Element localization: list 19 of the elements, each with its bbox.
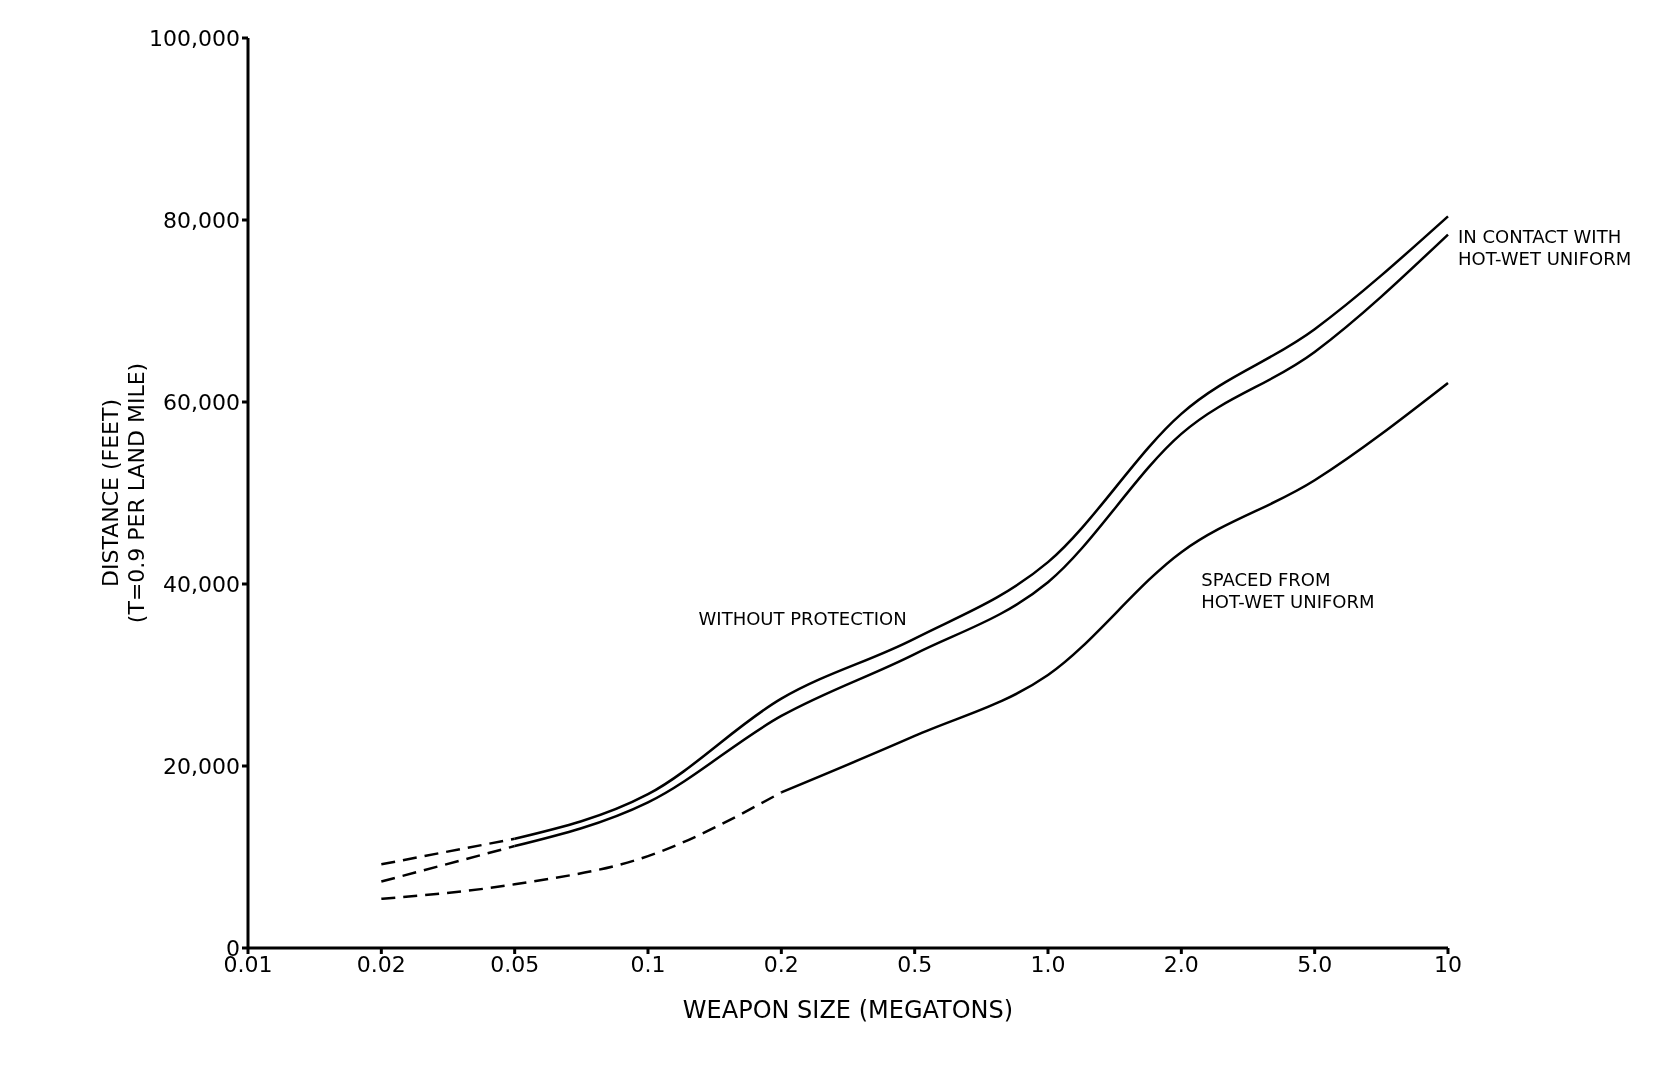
- y-tick-label: 80,000: [163, 207, 240, 233]
- x-axis-title: WEAPON SIZE (MEGATONS): [682, 996, 1014, 1024]
- x-tick-label: 10: [1434, 951, 1462, 977]
- series-label: SPACED FROM HOT-WET UNIFORM: [1201, 569, 1375, 613]
- x-tick-label: 1.0: [1030, 951, 1066, 977]
- x-tick-label: 0.1: [630, 951, 666, 977]
- series-label: IN CONTACT WITH HOT-WET UNIFORM: [1458, 225, 1632, 269]
- x-tick-label: 2.0: [1163, 951, 1199, 977]
- y-axis-title: DISTANCE (FEET) (T=0.9 PER LAND MILE): [98, 362, 149, 624]
- x-tick-label: 0.05: [490, 951, 540, 977]
- y-tick-label: 60,000: [163, 389, 240, 415]
- series-label: WITHOUT PROTECTION: [698, 607, 907, 629]
- x-tick-label: 0.2: [763, 951, 799, 977]
- y-tick-label: 100,000: [149, 25, 240, 51]
- y-tick-label: 20,000: [163, 753, 240, 779]
- y-tick-label: 40,000: [163, 571, 240, 597]
- x-tick-label: 0.02: [356, 951, 406, 977]
- x-tick-label: 0.5: [897, 951, 933, 977]
- x-tick-label: 5.0: [1297, 951, 1333, 977]
